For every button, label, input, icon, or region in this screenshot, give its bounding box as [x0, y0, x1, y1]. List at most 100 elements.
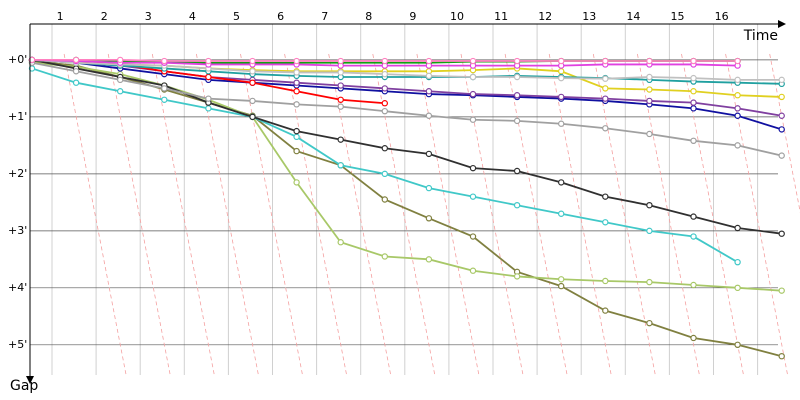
data-point — [778, 287, 785, 294]
x-tick-label: 7 — [321, 10, 328, 23]
lap-guide — [637, 53, 700, 376]
data-point — [646, 57, 653, 65]
y-axis-title: Gap — [10, 378, 38, 394]
data-point — [469, 164, 477, 172]
x-tick-label: 14 — [626, 10, 640, 23]
lap-guide — [592, 53, 656, 376]
data-point — [381, 196, 388, 203]
data-point — [558, 74, 565, 82]
data-point — [558, 93, 565, 101]
data-point — [734, 112, 741, 119]
data-point — [778, 126, 785, 133]
x-tick-label: 13 — [582, 10, 596, 23]
data-point — [249, 97, 256, 105]
data-point — [161, 85, 168, 92]
lap-guide — [328, 53, 392, 376]
data-point — [425, 150, 433, 158]
data-point — [337, 82, 344, 89]
data-point — [602, 75, 609, 82]
lap-guide — [725, 53, 788, 376]
data-point — [690, 281, 697, 289]
data-point — [734, 258, 741, 266]
data-point — [734, 92, 741, 99]
data-point — [469, 90, 477, 98]
data-point — [116, 56, 124, 64]
data-point — [690, 88, 697, 95]
lap-guide — [504, 53, 568, 376]
y-tick-label: +0' — [8, 53, 27, 66]
x-tick-label: 3 — [145, 10, 152, 23]
data-point — [293, 101, 300, 108]
lap-guide — [372, 53, 436, 376]
data-point — [381, 57, 388, 65]
x-tick-label: 10 — [450, 10, 464, 23]
data-point — [602, 277, 609, 285]
data-point — [161, 96, 168, 103]
data-point — [381, 70, 388, 78]
data-point — [734, 284, 741, 292]
data-point — [734, 224, 741, 232]
lap-guide — [107, 53, 171, 376]
y-tick-label: +4' — [8, 281, 27, 294]
lap-guide — [548, 53, 612, 376]
data-point — [602, 95, 609, 102]
lap-guide — [196, 53, 259, 376]
lap-guide — [284, 53, 347, 376]
data-point — [513, 57, 521, 65]
data-point — [558, 282, 565, 290]
x-tick-label: 6 — [277, 10, 284, 23]
data-point — [602, 219, 609, 226]
data-point — [513, 273, 521, 280]
y-tick-label: +3' — [8, 224, 27, 237]
data-point — [293, 69, 300, 76]
x-tick-label: 8 — [365, 10, 372, 23]
data-point — [690, 137, 697, 145]
data-point — [72, 79, 80, 86]
data-point — [469, 193, 477, 200]
data-point — [161, 57, 168, 65]
lap-guide — [240, 53, 303, 376]
series-line — [31, 58, 782, 81]
x-tick-label: 12 — [538, 10, 552, 23]
y-tick-label: +5' — [8, 338, 27, 351]
data-point — [778, 352, 785, 360]
x-tick-label: 16 — [715, 10, 729, 23]
data-point — [690, 99, 697, 106]
data-point — [249, 57, 256, 65]
data-point — [293, 147, 300, 155]
lap-guide — [151, 53, 215, 376]
data-point — [513, 117, 521, 125]
data-point — [690, 74, 697, 82]
x-tick-label: 4 — [189, 10, 196, 23]
data-point — [469, 233, 477, 240]
data-point — [734, 57, 741, 65]
data-point — [646, 201, 653, 209]
data-point — [513, 167, 521, 175]
data-point — [205, 73, 212, 81]
y-axis-arrow — [26, 376, 34, 384]
data-point — [513, 92, 521, 99]
data-point — [734, 76, 741, 84]
lap-guide — [681, 53, 744, 376]
lap-guide — [460, 53, 524, 376]
y-tick-label: +1' — [8, 110, 27, 123]
series-line — [31, 58, 782, 85]
data-point — [558, 276, 565, 283]
data-point — [690, 334, 697, 342]
x-tick-label: 2 — [101, 10, 108, 23]
data-point — [734, 142, 741, 149]
data-point — [778, 76, 785, 84]
x-tick-label: 11 — [494, 10, 508, 23]
data-point — [734, 341, 741, 349]
data-point — [381, 145, 388, 152]
data-point — [72, 56, 80, 64]
data-point — [558, 120, 565, 127]
data-point — [778, 93, 785, 101]
x-tick-label: 9 — [409, 10, 416, 23]
data-point — [381, 170, 388, 178]
data-point — [513, 73, 521, 81]
data-point — [425, 112, 433, 119]
data-point — [116, 76, 124, 84]
data-point — [337, 96, 344, 103]
